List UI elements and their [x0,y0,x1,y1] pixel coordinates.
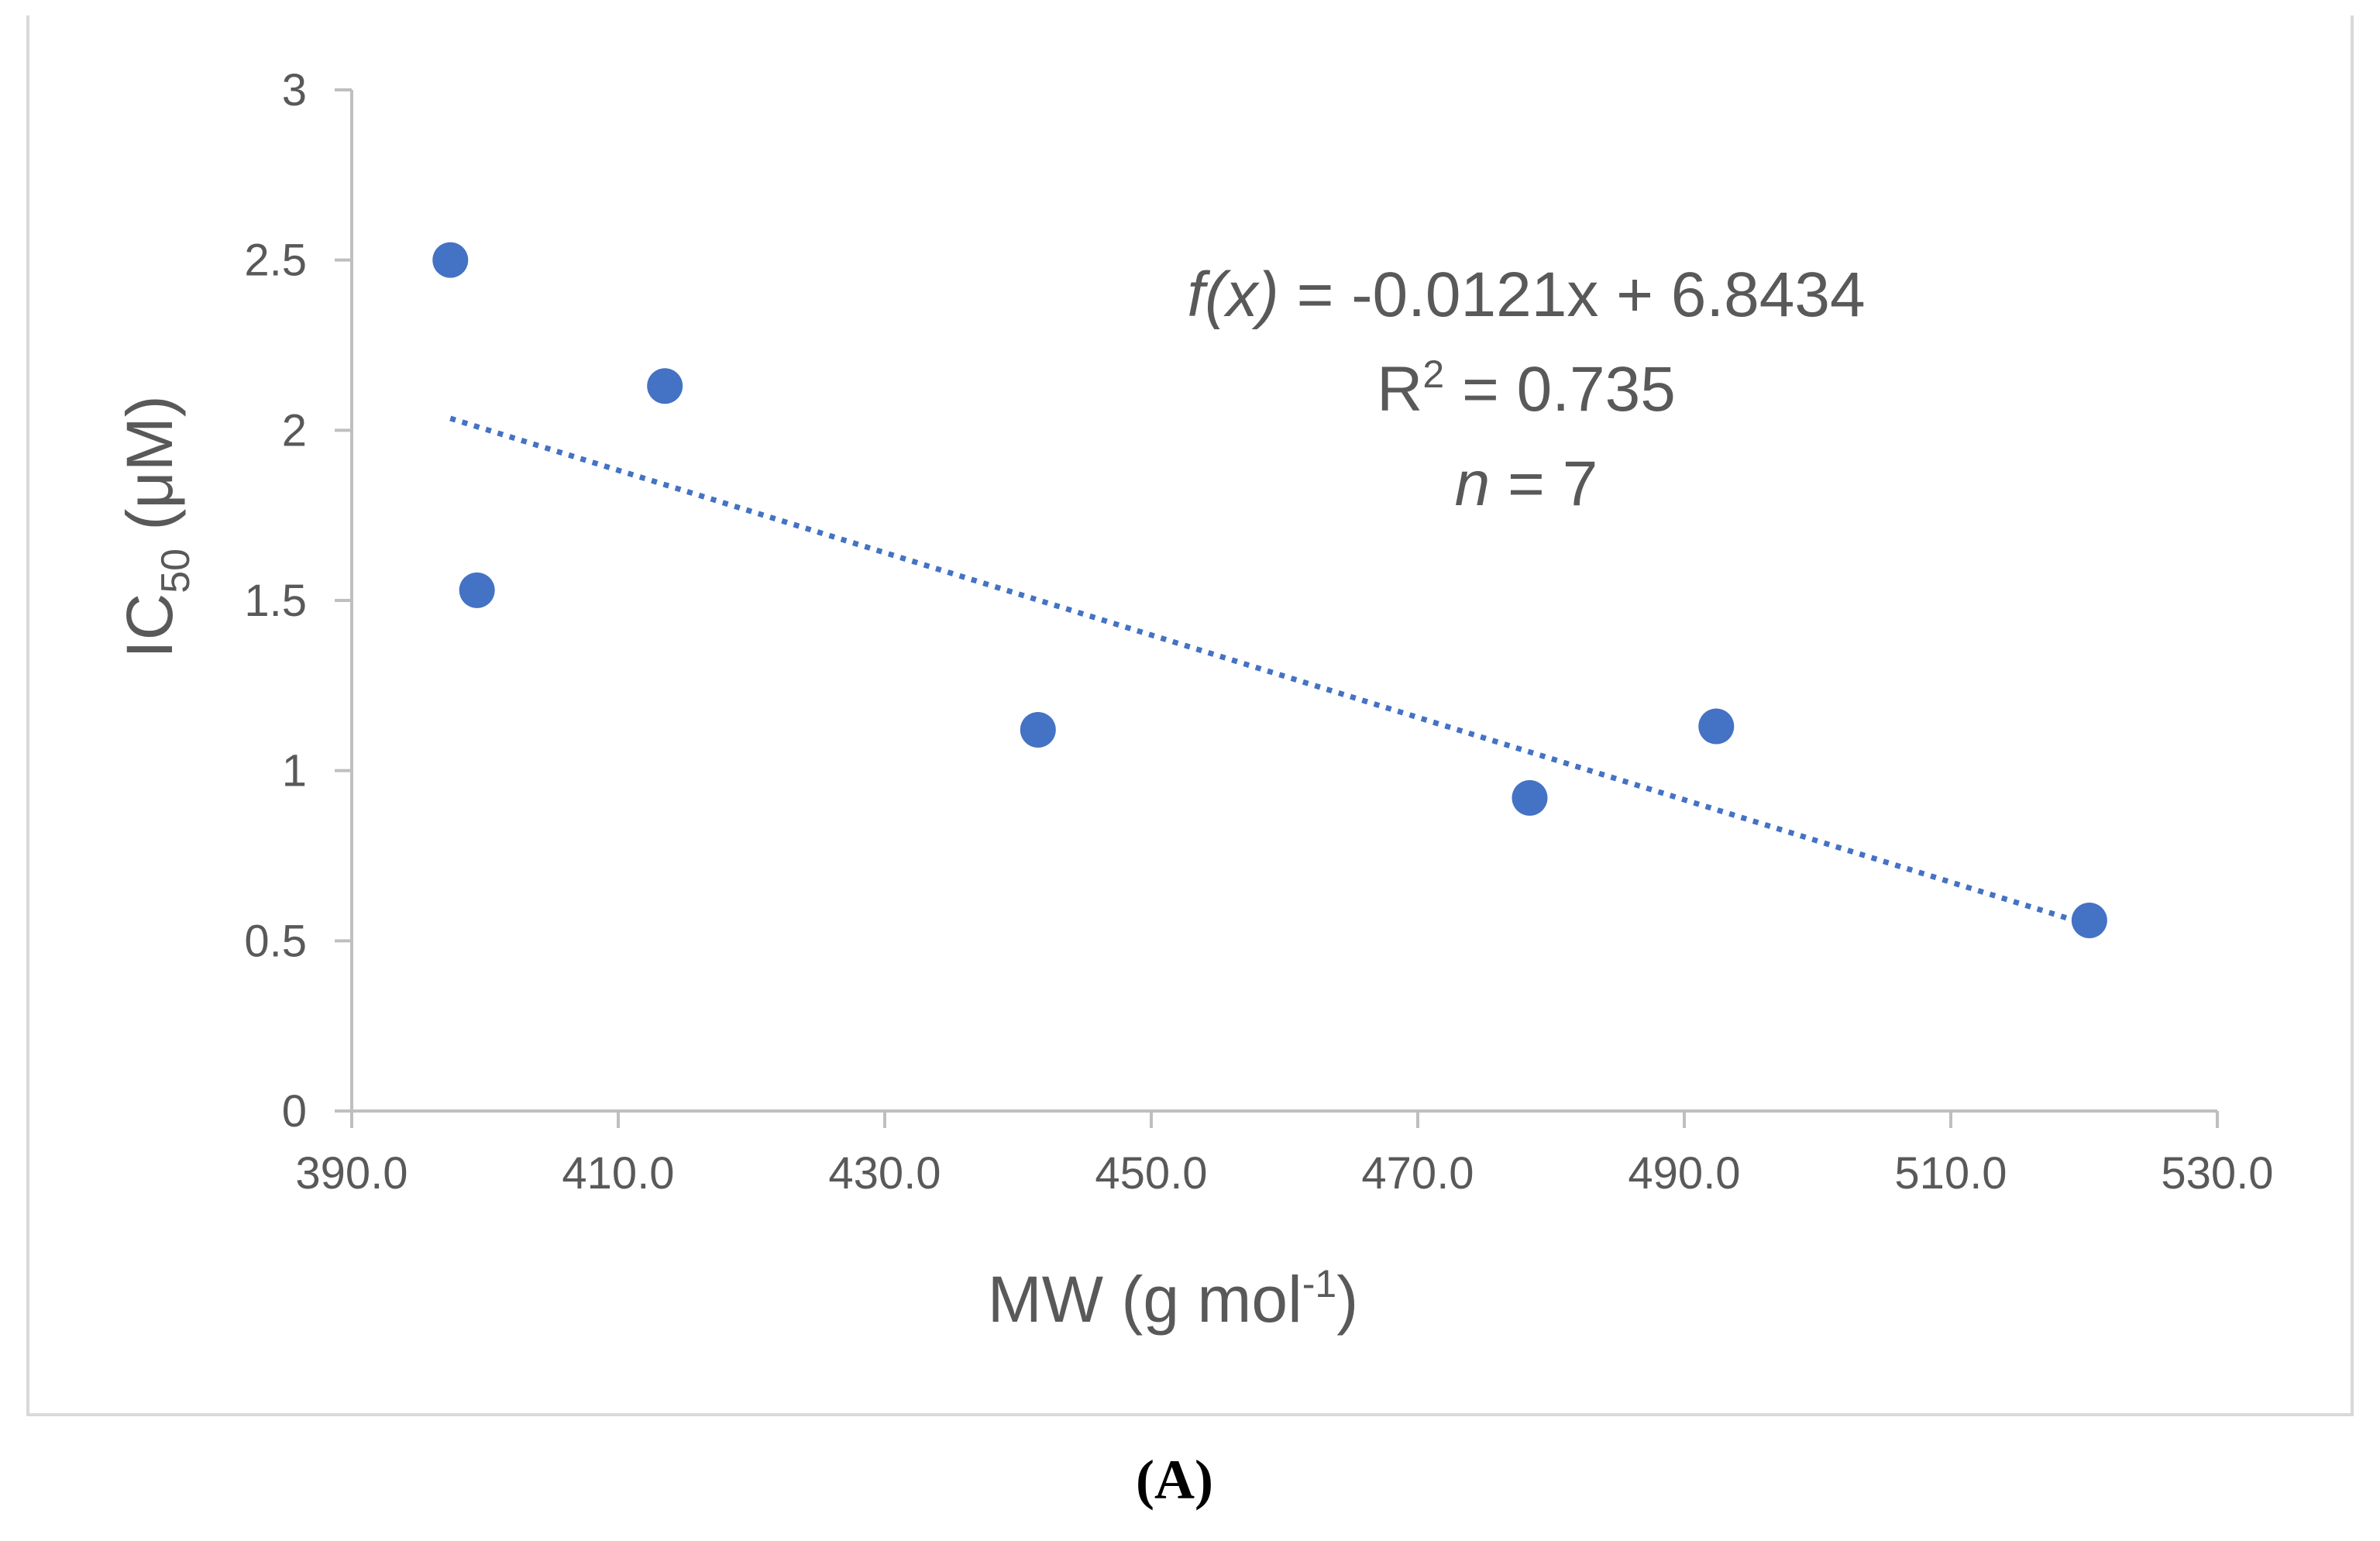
y-axis-label-subscript: 50 [153,549,198,593]
y-tick-label: 2.5 [244,236,307,286]
sample-size-label: n = 7 [1455,449,1598,519]
y-tick-label: 2 [282,405,307,456]
x-tick-label: 410.0 [562,1148,674,1199]
x-tick-label: 390.0 [295,1148,408,1199]
y-axis-label: IC50 (μM) [113,395,198,659]
y-axis-label-main: IC [113,593,186,659]
data-point [647,368,683,404]
r-squared-label: R2 = 0.735 [1377,353,1676,425]
panel-label: (A) [1136,1449,1213,1511]
data-point [459,572,495,608]
x-tick-label: 530.0 [2161,1148,2273,1199]
y-tick-label: 0 [282,1086,307,1137]
x-axis-label-superscript: -1 [1302,1262,1336,1305]
y-tick-label: 3 [282,65,307,115]
equation-fx: f(x) [1187,260,1278,330]
y-axis-label-end: (μM) [113,395,186,549]
chart-frame-border [26,15,2354,1416]
r-squared-superscript: 2 [1422,353,1444,396]
trendline-equation: f(x) = -0.0121x + 6.8434 [1187,260,1865,330]
y-tick-label: 0.5 [244,916,307,966]
y-tick-label: 1.5 [244,576,307,626]
data-point [1698,708,1735,745]
x-axis-label-main: MW (g mol [988,1263,1302,1336]
data-point [1512,779,1548,816]
data-point [2071,902,2107,938]
equation-body: = -0.0121x + 6.8434 [1279,260,1866,330]
x-axis-label-end: ) [1336,1263,1358,1336]
x-tick-label: 490.0 [1628,1148,1740,1199]
data-points-layer [432,242,2107,938]
y-tick-label: 1 [282,746,307,796]
x-tick-label: 430.0 [828,1148,941,1199]
x-tick-label: 450.0 [1095,1148,1207,1199]
x-axis-label: MW (g mol-1) [988,1262,1358,1336]
r-squared-letter: R [1377,354,1422,425]
x-tick-label: 470.0 [1361,1148,1474,1199]
trendline-layer [449,415,2090,928]
x-axis-ticks: 390.0 410.0 430.0 450.0 470.0 490.0 510.0 530.0 [295,1111,2274,1199]
data-point [432,242,469,278]
data-point [1020,711,1056,748]
sample-size-n: n [1455,449,1491,519]
linear-trendline [449,415,2090,928]
r-squared-value: = 0.735 [1444,354,1676,425]
x-tick-label: 510.0 [1894,1148,2007,1199]
sample-size-value: = 7 [1490,449,1598,519]
y-axis-ticks: 0 0.5 1 1.5 2 2.5 3 [244,65,352,1137]
